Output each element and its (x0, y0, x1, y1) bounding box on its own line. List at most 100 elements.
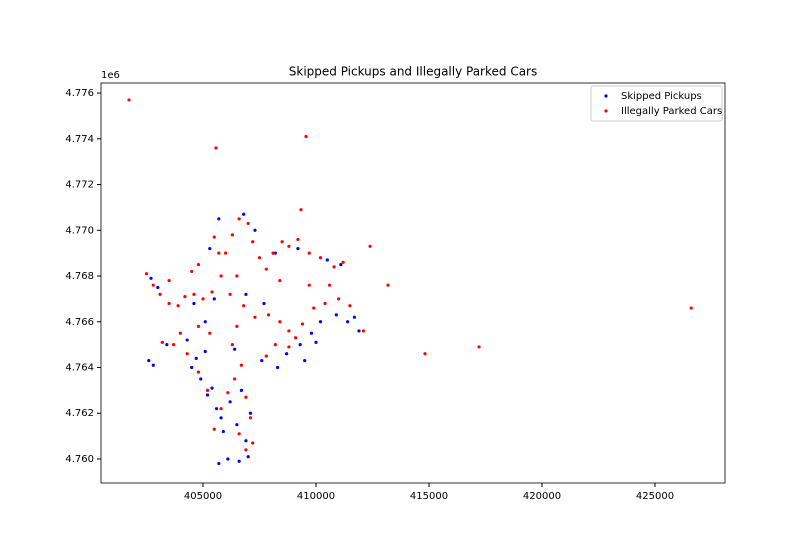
point (352, 315, 357, 319)
point (278, 320, 282, 324)
point (336, 297, 341, 301)
point (348, 304, 352, 308)
point (196, 370, 201, 374)
point (266, 313, 271, 317)
x-tick-label: 425000 (636, 491, 674, 502)
point (219, 407, 223, 411)
point (185, 352, 189, 356)
point (151, 283, 155, 287)
point (203, 320, 207, 324)
point (219, 274, 223, 278)
legend-label: Skipped Pickups (621, 91, 702, 102)
x-tick-label: 410000 (297, 491, 335, 502)
point (246, 221, 250, 226)
point (271, 251, 275, 255)
point (298, 343, 302, 347)
point (212, 297, 216, 301)
point (294, 336, 298, 340)
point (208, 246, 212, 251)
point (237, 217, 241, 221)
point (299, 208, 303, 212)
point (325, 258, 329, 262)
point (205, 393, 210, 397)
point (221, 429, 225, 434)
point (196, 324, 201, 328)
point (287, 345, 291, 349)
point (689, 306, 693, 310)
point (260, 359, 264, 363)
y-tick-label: 4.776 (65, 88, 94, 99)
y-tick-label: 4.762 (65, 408, 94, 419)
point (210, 386, 214, 390)
point (334, 313, 338, 317)
point (257, 256, 262, 260)
point (185, 338, 189, 342)
point (217, 461, 221, 466)
point (214, 146, 218, 150)
point (192, 292, 196, 296)
point (176, 304, 180, 308)
y-tick-label: 4.760 (65, 454, 94, 465)
point (273, 343, 277, 347)
point (244, 292, 248, 296)
point (212, 427, 216, 431)
chart-title: Skipped Pickups and Illegally Parked Car… (289, 65, 538, 79)
point (172, 343, 176, 347)
point (332, 265, 336, 269)
point (203, 349, 207, 354)
y-offset-label: 1e6 (101, 70, 120, 81)
x-tick-label: 420000 (523, 491, 561, 502)
point (307, 283, 311, 287)
y-tick-label: 4.768 (65, 271, 94, 282)
point (233, 377, 237, 381)
point (230, 343, 234, 347)
point (248, 411, 253, 415)
point (253, 315, 257, 319)
point (183, 295, 187, 299)
point (210, 290, 214, 294)
point (230, 233, 234, 237)
point (314, 340, 318, 344)
point (226, 457, 230, 461)
point (223, 251, 228, 255)
point (253, 228, 257, 232)
legend-marker (604, 109, 608, 113)
point (346, 320, 350, 324)
point (196, 262, 201, 267)
point (217, 251, 221, 255)
point (192, 301, 196, 306)
point (160, 340, 164, 344)
point (194, 356, 198, 360)
point (251, 441, 255, 445)
point (323, 301, 327, 306)
point (285, 352, 289, 356)
point (235, 324, 239, 328)
point (127, 98, 131, 102)
point (242, 212, 246, 216)
point (214, 407, 219, 411)
point (300, 322, 305, 326)
point (201, 297, 205, 301)
point (264, 354, 268, 358)
point (262, 301, 266, 306)
point (228, 400, 232, 404)
point (368, 244, 372, 248)
point (278, 278, 282, 283)
point (477, 345, 481, 349)
point (147, 359, 151, 363)
point (149, 276, 153, 280)
point (341, 260, 345, 264)
legend-box (590, 85, 723, 122)
point (235, 274, 239, 278)
point (273, 251, 277, 255)
point (248, 416, 253, 420)
point (244, 439, 248, 443)
point (246, 455, 250, 459)
point (237, 459, 241, 463)
point (190, 269, 194, 274)
legend-marker (604, 94, 608, 98)
point (190, 365, 194, 370)
point (167, 301, 171, 306)
point (303, 359, 307, 363)
